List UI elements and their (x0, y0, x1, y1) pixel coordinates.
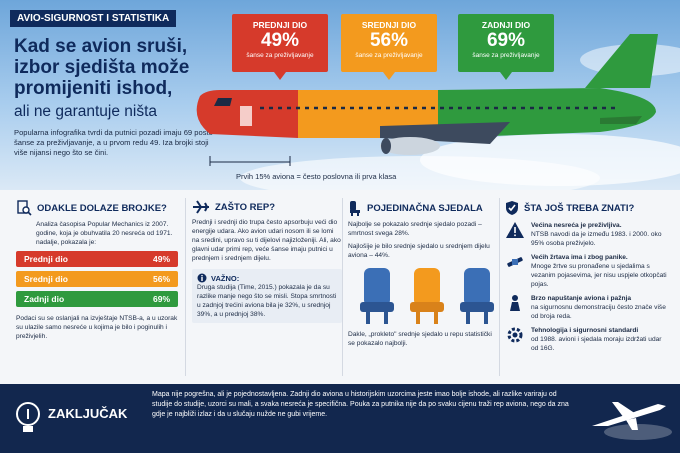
best-seat-text: Najbolje se pokazalo srednje sjedalo poz… (348, 221, 482, 237)
fact-title: Većih žrtava ima i zbog panike. (531, 254, 628, 261)
hero-banner: AVIO-SIGURNOST I STATISTIKA Kad se avion… (0, 0, 680, 190)
business-class-note: Prvih 15% aviona = često poslovna ili pr… (236, 172, 397, 181)
zone-rear-pct: 69% (486, 30, 526, 51)
zone-rear-badge: ZADNJI DIO 69% šanse za preživljavanje (458, 14, 554, 80)
fact-item: Većih žrtava ima i zbog panike. Mnoge žrt… (505, 253, 670, 289)
fact-item: Tehnologija i sigurnosni standardi od 198… (505, 326, 670, 353)
section-facts: ŠTA JOŠ TREBA ZNATI? Većina nesreća je p… (505, 200, 670, 358)
worst-seat-text: Najlošije je bilo srednje sjedalo u sred… (348, 243, 490, 259)
seat-row-illustration (358, 266, 496, 326)
zone-middle-pct: 56% (369, 30, 409, 51)
zone-middle-title: SREDNJI DIO (361, 20, 417, 30)
stat-bar-rear-value: 69% (152, 293, 170, 304)
headline-main: Kad se avion sruši, izbor sjedišta može … (14, 36, 190, 99)
headline-sub: ali ne garantuje ništa (14, 103, 158, 120)
section-seats-title: POJEDINAČNA SJEDALA (367, 202, 483, 214)
section-facts-title: ŠTA JOŠ TREBA ZNATI? (524, 202, 635, 214)
zone-rear-sub: šanse za preživljavanje (472, 52, 540, 59)
shield-icon (506, 201, 518, 215)
airplane-icon (193, 200, 209, 214)
person-icon (510, 295, 520, 311)
fact-text: od 1988. avioni i sjedala moraju izdržat… (531, 336, 662, 352)
stat-bar-front-value: 49% (152, 253, 170, 264)
warning-icon (506, 222, 524, 238)
conclusion-banner: ZAKLJUČAK Mapa nije pogrešna, ali je poj… (0, 384, 680, 453)
intro-text: Popularna infografika tvrdi da putnici p… (14, 128, 213, 157)
section-sources-title: ODAKLE DOLAZE BROJKE? (37, 202, 167, 214)
stat-bar-middle-value: 56% (152, 273, 170, 284)
stat-bar-front: Prednji dio 49% (16, 251, 178, 267)
zone-front-sub: šanse za preživljavanje (246, 52, 314, 59)
column-divider (499, 198, 500, 376)
lightbulb-icon (16, 402, 40, 432)
stat-bar-rear-label: Zadnji dio (24, 293, 65, 304)
stat-bar-front-label: Prednji dio (24, 253, 68, 264)
zone-front-badge: PREDNJI DIO 49% šanse za preživljavanje (232, 14, 328, 80)
seat-icon (360, 268, 394, 324)
conclusion-title: ZAKLJUČAK (48, 406, 128, 421)
important-note-text: Druga studija (Time, 2015.) pokazala je … (197, 284, 337, 318)
section-why-tail-text: Prednji i srednji dio trupa često apsorb… (192, 219, 341, 262)
fact-text: Mnoge žrtve su pronađene u sjedalima s v… (531, 263, 667, 288)
seat-icon (460, 268, 494, 324)
search-document-icon (17, 200, 32, 216)
fact-item: Većina nesreća je preživljiva. NTSB navod… (505, 221, 670, 248)
column-divider (185, 198, 186, 376)
info-icon (197, 273, 207, 283)
fact-title: Tehnologija i sigurnosni standardi (531, 327, 639, 334)
fact-text: na sigurnosnu demonstraciju često znače … (531, 304, 666, 320)
section-why-tail: ZAŠTO REP? Prednji i srednji dio trupa č… (192, 200, 342, 323)
section-sources-heading: ODAKLE DOLAZE BROJKE? (16, 200, 178, 216)
zone-rear-title: ZADNJI DIO (481, 20, 531, 30)
seat-icon (350, 201, 360, 216)
section-sources-footnote: Podaci su se oslanjali na izvještaje NTS… (16, 315, 178, 340)
zone-front-title: PREDNJI DIO (252, 20, 308, 30)
important-note-box: VAŽNO: Druga studija (Time, 2015.) pokaz… (192, 269, 342, 323)
seat-icon (410, 268, 444, 324)
headline: Kad se avion sruši, izbor sjedišta može … (14, 36, 224, 122)
seatbelt-icon (507, 257, 523, 267)
seat-conclusion-text: Dakle, „prokleto" srednje sjedalo u repu… (348, 331, 492, 347)
section-sources-text: Analiza časopisa Popular Mechanics iz 20… (36, 221, 173, 246)
section-facts-heading: ŠTA JOŠ TREBA ZNATI? (505, 200, 670, 216)
fact-title: Brzo napuštanje aviona i pažnja (531, 295, 632, 302)
column-divider (342, 198, 343, 376)
category-tag: AVIO-SIGURNOST I STATISTIKA (10, 10, 177, 27)
section-why-tail-heading: ZAŠTO REP? (192, 200, 342, 214)
fact-item: Brzo napuštanje aviona i pažnja na sigurn… (505, 294, 670, 321)
gear-icon (507, 327, 523, 343)
stat-bar-middle: Srednji dio 56% (16, 271, 178, 287)
fact-title: Većina nesreća je preživljiva. (531, 222, 622, 229)
zone-middle-badge: SREDNJI DIO 56% šanse za preživljavanje (341, 14, 437, 80)
section-seats: POJEDINAČNA SJEDALA Najbolje se pokazalo… (348, 200, 496, 348)
section-sources: ODAKLE DOLAZE BROJKE? Analiza časopisa P… (16, 200, 178, 341)
airplane-illustration (196, 34, 658, 166)
stat-bar-middle-label: Srednji dio (24, 273, 68, 284)
zone-middle-sub: šanse za preživljavanje (355, 52, 423, 59)
airplane-icon (592, 402, 672, 440)
important-note-title: VAŽNO: (211, 273, 240, 283)
fact-text: NTSB navodi da je između 1983. i 2000. o… (531, 231, 662, 247)
section-why-tail-title: ZAŠTO REP? (215, 201, 275, 213)
section-seats-heading: POJEDINAČNA SJEDALA (348, 200, 496, 216)
important-note-heading: VAŽNO: (197, 273, 337, 283)
stat-bar-rear: Zadnji dio 69% (16, 291, 178, 307)
zone-front-pct: 49% (260, 30, 300, 51)
conclusion-text: Mapa nije pogrešna, ali je pojednostavlj… (152, 391, 569, 418)
